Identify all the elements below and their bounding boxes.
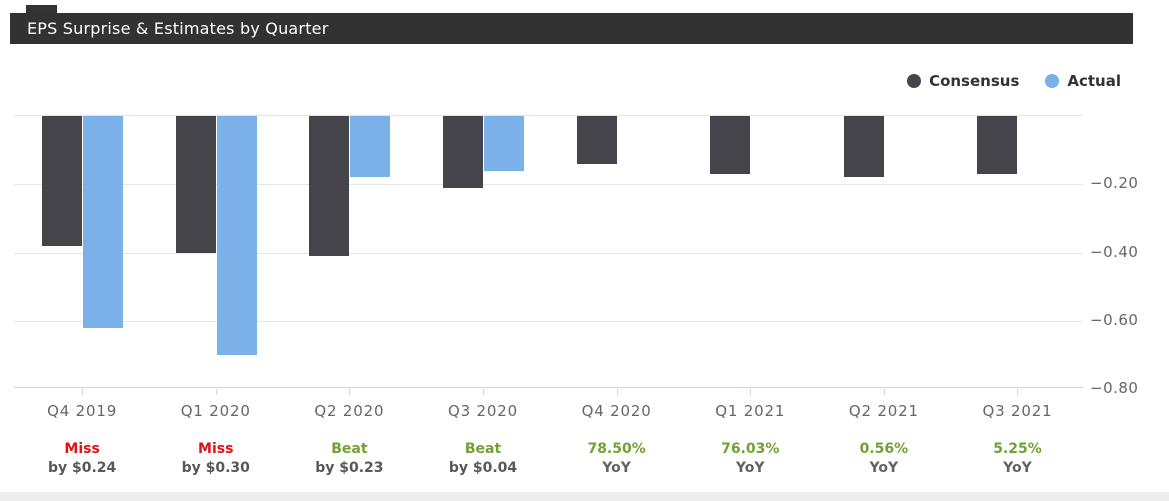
axis-tick — [482, 389, 484, 395]
annotation-result: Miss — [64, 441, 100, 457]
y-axis-label: −0.60 — [1090, 310, 1139, 329]
legend-marker-icon — [1045, 74, 1060, 88]
legend-marker-icon — [907, 74, 922, 88]
y-axis-label: −0.40 — [1090, 242, 1139, 261]
axis-tick — [82, 389, 84, 395]
bar-consensus-q1-2020[interactable] — [175, 116, 216, 253]
annotation-detail: YoY — [869, 460, 899, 476]
bar-consensus-q4-2020[interactable] — [576, 116, 617, 164]
annotation-detail: by $0.23 — [315, 460, 384, 476]
annotation-q2-2020: Beat by $0.23 — [315, 440, 383, 478]
bar-consensus-q2-2021[interactable] — [843, 116, 884, 178]
bar-consensus-q3-2020[interactable] — [442, 116, 483, 188]
surprise-annotations: Miss by $0.24 Miss by $0.30 Beat by $0.23 Beat… — [14, 440, 1083, 482]
x-axis-labels: Q4 2019 Q1 2020 Q2 2020 Q3 2020 Q4 2020 Q1 20… — [14, 402, 1083, 422]
annotation-q3-2020: Beat by $0.04 — [449, 440, 517, 478]
axis-tick — [215, 389, 217, 395]
axis-tick — [616, 389, 618, 395]
annotation-q4-2020: 78.50% YoY — [587, 440, 645, 478]
x-axis-label-q4-2019: Q4 2019 — [47, 402, 118, 420]
annotation-result: 78.50% — [587, 441, 646, 457]
bar-consensus-q1-2021[interactable] — [710, 116, 751, 174]
annotation-q2-2021: 0.56% YoY — [860, 440, 909, 478]
axis-tick — [349, 389, 351, 395]
bar-consensus-q2-2020[interactable] — [309, 116, 350, 256]
x-axis-label-q3-2020: Q3 2020 — [448, 402, 518, 420]
annotation-q1-2020: Miss by $0.30 — [182, 440, 250, 478]
x-axis-label-q3-2021: Q3 2021 — [982, 402, 1053, 420]
footer-strip — [0, 492, 1169, 501]
bar-actual-q4-2019[interactable] — [83, 116, 124, 328]
annotation-detail: YoY — [602, 460, 631, 476]
annotation-q4-2019: Miss by $0.24 — [48, 440, 116, 478]
annotation-result: 0.56% — [859, 441, 909, 457]
annotation-detail: YoY — [1003, 460, 1032, 476]
bar-consensus-q3-2021[interactable] — [977, 116, 1018, 174]
chart-legend: Consensus Actual — [907, 72, 1121, 90]
chart-title-bar: EPS Surprise & Estimates by Quarter — [10, 13, 1133, 44]
plot-area — [14, 115, 1083, 388]
annotation-q3-2021: 5.25% YoY — [993, 440, 1042, 478]
axis-tick — [750, 389, 752, 395]
annotation-q1-2021: 76.03% YoY — [721, 440, 779, 478]
axis-tick — [1017, 389, 1019, 395]
bar-actual-q2-2020[interactable] — [350, 116, 391, 178]
grid-line — [14, 252, 1083, 254]
annotation-detail: by $0.30 — [181, 460, 250, 476]
legend-item-actual[interactable]: Actual — [1045, 72, 1121, 90]
x-axis-label-q1-2020: Q1 2020 — [180, 402, 251, 420]
annotation-detail: by $0.04 — [448, 460, 518, 476]
annotation-detail: YoY — [735, 460, 765, 476]
legend-item-consensus[interactable]: Consensus — [907, 72, 1019, 90]
y-axis-labels: −0.20 −0.40 −0.60 −0.80 — [1090, 115, 1150, 397]
x-axis-ticks — [14, 389, 1083, 395]
annotation-result: Beat — [331, 441, 368, 457]
grid-line — [14, 184, 1083, 186]
annotation-result: Miss — [198, 441, 234, 457]
x-axis-label-q2-2021: Q2 2021 — [848, 402, 919, 420]
y-axis-label: −0.20 — [1090, 174, 1139, 193]
legend-label: Consensus — [929, 72, 1020, 90]
top-notch — [26, 5, 57, 14]
page-title: EPS Surprise & Estimates by Quarter — [27, 19, 329, 38]
bar-actual-q1-2020[interactable] — [216, 116, 257, 355]
annotation-result: 76.03% — [721, 441, 780, 457]
y-axis-label: −0.80 — [1090, 379, 1139, 397]
x-axis-label-q2-2020: Q2 2020 — [314, 402, 385, 420]
x-axis-label-q1-2021: Q1 2021 — [715, 402, 786, 420]
grid-line — [14, 320, 1083, 322]
annotation-result: 5.25% — [993, 441, 1042, 457]
bar-actual-q3-2020[interactable] — [483, 116, 524, 171]
axis-tick — [883, 389, 885, 395]
annotation-detail: by $0.24 — [47, 460, 117, 476]
legend-label: Actual — [1067, 72, 1121, 90]
x-axis-label-q4-2020: Q4 2020 — [581, 402, 652, 420]
annotation-result: Beat — [464, 441, 502, 457]
bar-consensus-q4-2019[interactable] — [42, 116, 83, 246]
